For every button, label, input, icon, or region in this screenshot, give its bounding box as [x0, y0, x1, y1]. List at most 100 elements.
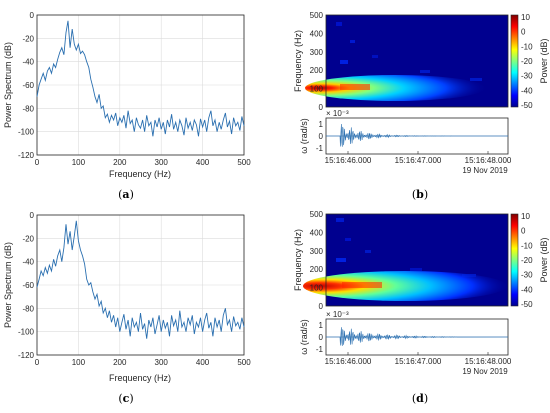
x-tick-label: 500 [237, 158, 251, 167]
x-tick-label: 0 [35, 358, 40, 367]
y-tick-label: 300 [310, 48, 324, 57]
colorbar-tick-label: -20 [521, 256, 533, 265]
y-tick-label: -20 [22, 34, 34, 43]
y-tick-label: 0 [30, 11, 35, 20]
colorbar-label-d: Power (dB) [539, 237, 549, 282]
date-label-d: 19 Nov 2019 [462, 367, 508, 376]
spectrogram-energy-b [305, 75, 485, 101]
y-tick-label: -40 [22, 258, 34, 267]
x-tick-label: 400 [196, 358, 210, 367]
colorbar-tick-label: -10 [521, 241, 533, 250]
spectrogram-box-b [325, 14, 509, 108]
y-tick-label: 500 [310, 11, 324, 20]
x-axis-label-c: Frequency (Hz) [109, 373, 171, 383]
y-tick-label: -120 [18, 351, 35, 360]
y-tick-label: 500 [310, 210, 324, 219]
x-tick-label: 300 [155, 158, 169, 167]
colorbar-tick-label: -30 [521, 271, 533, 280]
colorbar-tick-label: -40 [521, 285, 533, 294]
colorbar-tick-label: -40 [521, 86, 533, 95]
chart-a: 0 -20 -40 -60 -80 -100 -120 0 100 200 300 400 500 F… [3, 11, 251, 201]
x-tick-label: 0 [35, 158, 40, 167]
x-tick-label: 200 [113, 358, 127, 367]
y-tick-label: 0 [319, 302, 324, 311]
x-tick-label: 200 [113, 158, 127, 167]
y-tick-label: 400 [310, 228, 324, 237]
waveform-y-tick-label: 1 [319, 321, 324, 330]
waveform-line-d [326, 327, 509, 346]
colorbar-tick-label: -20 [521, 57, 533, 66]
waveform-y-tick-label: 0 [319, 333, 324, 342]
panel-label-d: (d) [412, 392, 428, 405]
waveform-x-tick-label: 15:16:46.000 [325, 156, 372, 165]
x-tick-label: 500 [237, 358, 251, 367]
x-tick-label: 400 [196, 158, 210, 167]
waveform-y-tick-label: 0 [319, 132, 324, 141]
waveform-ylabel-b: ω (rad/s) [299, 118, 309, 154]
spectrogram-energy-d [303, 271, 507, 301]
y-axis-label-a: Power Spectrum (dB) [3, 42, 13, 128]
y-tick-label: 100 [310, 85, 324, 94]
colorbar-tick-label: -30 [521, 72, 533, 81]
y-tick-label: 200 [310, 66, 324, 75]
chart-c: 0 -20 -40 -60 -80 -100 -120 0 100 200 300 400 500 F… [3, 211, 251, 405]
y-tick-label: 200 [310, 265, 324, 274]
spectrum-line-a [36, 20, 245, 137]
colorbar-tick-label: 0 [521, 227, 526, 236]
y-tick-label: -20 [22, 234, 34, 243]
spectrum-line-c [36, 220, 245, 339]
colorbar-tick-label: -50 [521, 300, 533, 309]
waveform-x-tick-label: 15:16:48.000 [465, 357, 512, 366]
spectrogram-peak-d [342, 282, 382, 288]
spectrogram-specks-b [336, 22, 482, 81]
colorbar-b [510, 14, 519, 108]
colorbar-tick-label: 10 [521, 13, 530, 22]
y-tick-label: 300 [310, 247, 324, 256]
spectrogram-box-d [325, 213, 509, 307]
waveform-exponent-b: × 10⁻³ [326, 109, 349, 118]
x-tick-label: 300 [155, 358, 169, 367]
y-tick-label: -60 [22, 281, 34, 290]
waveform-line-b [326, 123, 508, 147]
axes-box-a [36, 14, 245, 156]
panel-label-c: (c) [118, 392, 133, 405]
waveform-exponent-d: × 10⁻³ [326, 310, 349, 319]
colorbar-tick-label: -50 [521, 101, 533, 110]
y-tick-label: -120 [18, 151, 35, 160]
y-tick-label: 0 [319, 103, 324, 112]
y-axis-label-c: Power Spectrum (dB) [3, 242, 13, 328]
y-tick-label: -100 [18, 328, 35, 337]
x-tick-label: 100 [72, 358, 86, 367]
y-axis-label-b: Frequency (Hz) [293, 30, 303, 92]
waveform-x-tick-label: 15:16:47.000 [395, 357, 442, 366]
waveform-x-tick-label: 15:16:46.000 [325, 357, 372, 366]
colorbar-tick-label: -10 [521, 42, 533, 51]
spectrogram-peak-b [340, 84, 370, 90]
panel-label-b: (b) [412, 188, 428, 201]
y-tick-label: 400 [310, 29, 324, 38]
waveform-y-tick-label: -1 [316, 345, 324, 354]
panel-label-a: (a) [118, 188, 134, 201]
colorbar-d [510, 213, 519, 307]
colorbar-tick-label: 10 [521, 212, 530, 221]
y-tick-label: -80 [22, 304, 34, 313]
y-tick-label: -40 [22, 58, 34, 67]
y-tick-label: -100 [18, 128, 35, 137]
waveform-x-tick-label: 15:16:48.000 [465, 156, 512, 165]
colorbar-tick-label: 0 [521, 28, 526, 37]
date-label-b: 19 Nov 2019 [462, 166, 508, 175]
colorbar-label-b: Power (dB) [539, 38, 549, 83]
waveform-x-tick-label: 15:16:47.000 [395, 156, 442, 165]
y-tick-label: -60 [22, 81, 34, 90]
y-axis-label-d: Frequency (Hz) [293, 229, 303, 291]
grid-a [36, 14, 245, 156]
y-tick-label: 0 [30, 211, 35, 220]
x-tick-label: 100 [72, 158, 86, 167]
y-tick-label: 100 [310, 284, 324, 293]
waveform-y-tick-label: 1 [319, 120, 324, 129]
x-axis-label-a: Frequency (Hz) [109, 169, 171, 179]
y-tick-label: -80 [22, 104, 34, 113]
axes-box-c [36, 214, 245, 356]
